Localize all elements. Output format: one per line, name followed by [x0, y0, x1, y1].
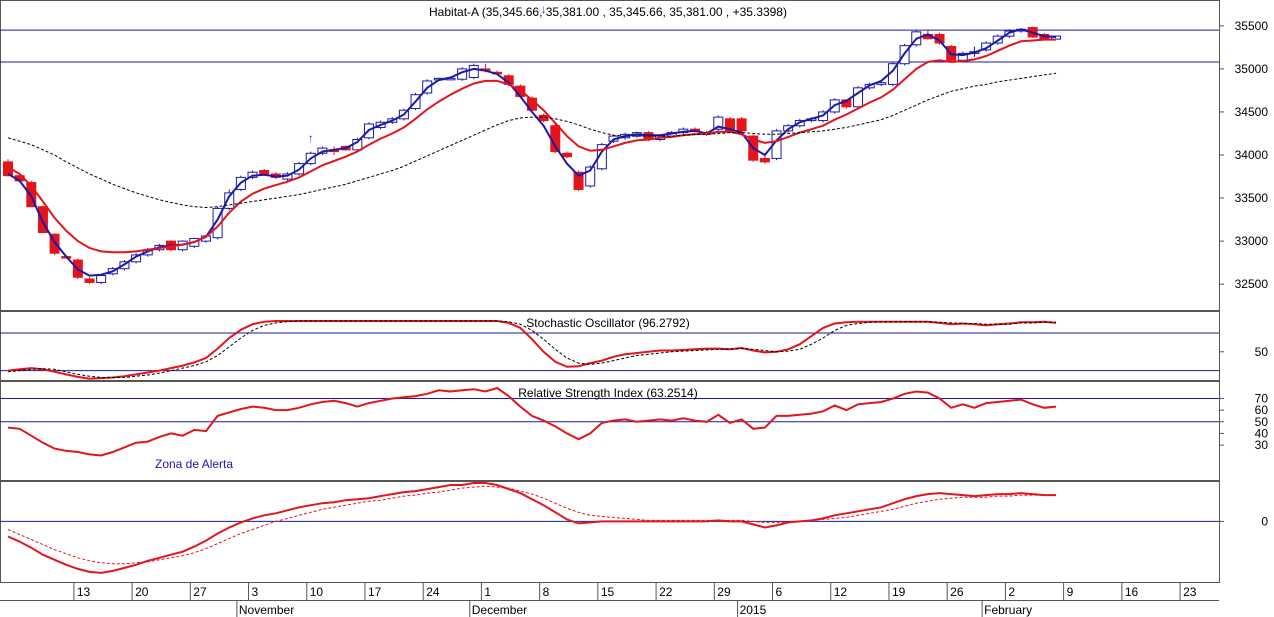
panel-title: Habitat-A (35,345.66, 35,381.00 , 35,345… — [429, 5, 787, 19]
y-tick-label: 33000 — [1235, 234, 1269, 248]
y-tick-label: 35500 — [1235, 19, 1269, 33]
y-tick-label: 34000 — [1235, 148, 1269, 162]
y-tick-label: 0 — [1261, 514, 1268, 528]
candle-down — [561, 152, 572, 158]
x-day-label: 12 — [834, 585, 848, 599]
stochastic-panel: 50 Stochastic Oscillator (96.2792) — [0, 311, 1269, 381]
x-day-label: 17 — [368, 585, 382, 599]
candle-up — [853, 87, 864, 108]
y-tick-label: 35000 — [1235, 62, 1269, 76]
x-day-label: 1 — [484, 585, 491, 599]
macd-panel: 0 — [0, 481, 1268, 583]
y-tick-label: 50 — [1255, 345, 1269, 359]
candle-down — [259, 170, 270, 175]
x-period-label: 2015 — [740, 603, 767, 617]
x-day-label: 9 — [1067, 585, 1074, 599]
x-day-label: 13 — [77, 585, 91, 599]
candle-up — [981, 42, 992, 51]
candle-down — [26, 182, 37, 208]
y-tick-label: 50 — [1255, 415, 1269, 429]
x-day-label: 2 — [1008, 585, 1015, 599]
signal-arrow: ↓ — [541, 2, 547, 16]
x-period-label: November — [239, 603, 294, 617]
panel-frame — [0, 0, 1220, 311]
series-line-0 — [7, 28, 1057, 277]
x-axis: 13 20 27 3 10 17 24 1 8 15 22 29 6 12 19 26 2 9 16 23Novemb… — [0, 583, 1219, 617]
series-line-1 — [7, 485, 1056, 565]
candle-up — [468, 64, 479, 78]
x-day-label: 16 — [1125, 585, 1139, 599]
candle-up — [596, 144, 607, 170]
series-line-2 — [7, 72, 1057, 209]
panel-frame — [0, 311, 1220, 381]
panel-title: Relative Strength Index (63.2514) — [518, 386, 697, 400]
series-line-1 — [7, 38, 1056, 254]
panel-frame — [0, 481, 1220, 583]
candle-down — [84, 278, 95, 283]
series-line-0 — [7, 482, 1056, 574]
y-tick-label: 30 — [1255, 438, 1269, 452]
candle-down — [759, 157, 770, 163]
y-tick-label: 60 — [1255, 403, 1269, 417]
series-line-1 — [7, 320, 1056, 378]
x-day-label: 10 — [310, 585, 324, 599]
candle-up — [212, 207, 223, 239]
y-tick-label: 33500 — [1235, 191, 1269, 205]
x-day-label: 27 — [193, 585, 207, 599]
candle-down — [538, 114, 549, 122]
y-tick-label: 70 — [1255, 391, 1269, 405]
signal-arrow: ↑ — [308, 131, 314, 145]
x-day-label: 29 — [717, 585, 731, 599]
x-day-label: 20 — [135, 585, 149, 599]
x-day-label: 22 — [659, 585, 673, 599]
x-day-label: 15 — [601, 585, 615, 599]
x-day-label: 26 — [950, 585, 964, 599]
x-day-label: 8 — [543, 585, 550, 599]
x-day-label: 23 — [1183, 585, 1197, 599]
candle-down — [573, 171, 584, 190]
y-tick-label: 34500 — [1235, 105, 1269, 119]
candle-down — [736, 118, 747, 132]
candle-down — [37, 206, 48, 234]
x-period-label: February — [984, 603, 1032, 617]
x-day-label: 24 — [426, 585, 440, 599]
price-panel: 35500 35000 34500 34000 33500 33000 32500 ↓ ↑ Hab… — [0, 0, 1269, 311]
zona-alerta-label: Zona de Alerta — [155, 457, 233, 471]
candle-up — [224, 192, 235, 209]
x-day-label: 6 — [776, 585, 783, 599]
panel-title: Stochastic Oscillator (96.2792) — [526, 316, 689, 330]
x-day-label: 3 — [252, 585, 259, 599]
x-period-label: December — [472, 603, 527, 617]
candle-up — [713, 116, 724, 130]
candle-down — [49, 233, 60, 254]
candle-up — [96, 275, 107, 283]
x-day-label: 19 — [892, 585, 906, 599]
candle-up — [585, 166, 596, 187]
y-tick-label: 40 — [1255, 426, 1269, 440]
y-tick-label: 32500 — [1235, 277, 1269, 291]
candle-up — [131, 254, 142, 263]
panel-frame — [0, 381, 1220, 481]
series-line-0 — [7, 386, 1057, 457]
